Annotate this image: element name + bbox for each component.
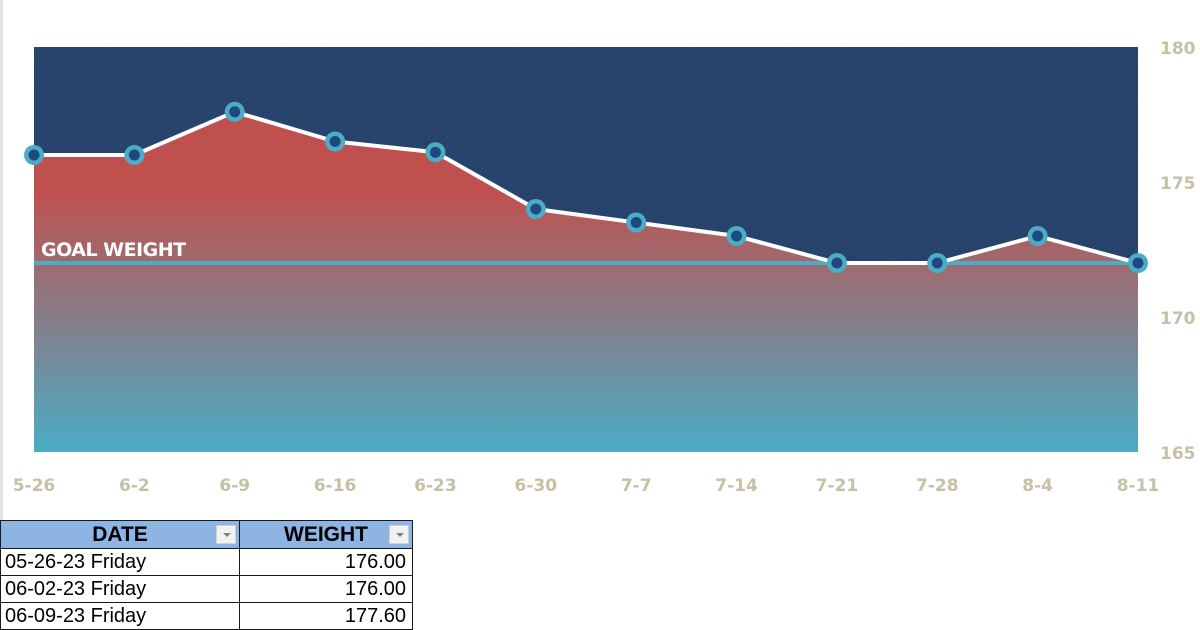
x-tick-label: 6-30 <box>515 476 558 496</box>
data-point-marker-center <box>1032 230 1044 242</box>
data-point-marker-center <box>731 230 743 242</box>
table-row: 05-26-23 Friday 176.00 <box>0 548 413 576</box>
data-markers <box>24 101 1148 273</box>
x-tick-label: 7-14 <box>715 476 758 496</box>
weight-chart: GOAL WEIGHT 180 175 170 165 5-26 6-2 6-9 6-16 6… <box>13 39 1196 496</box>
data-point-marker-center <box>128 149 140 161</box>
x-tick-label: 7-7 <box>621 476 652 496</box>
y-tick-label: 175 <box>1160 174 1196 194</box>
goal-weight-label: GOAL WEIGHT <box>41 239 186 261</box>
data-point-marker-center <box>28 149 40 161</box>
y-tick-label: 180 <box>1160 39 1196 59</box>
x-tick-label: 5-26 <box>13 476 56 496</box>
weight-log-table: DATE WEIGHT 05-26-23 Friday 176.00 06-02… <box>0 520 413 630</box>
sheet-left-border <box>0 0 3 520</box>
x-tick-label: 6-23 <box>414 476 457 496</box>
weight-cell[interactable]: 176.00 <box>239 575 413 603</box>
weight-cell[interactable]: 176.00 <box>239 548 413 576</box>
weight-area-fill <box>34 111 1138 453</box>
data-point-marker-center <box>530 203 542 215</box>
date-column-header[interactable]: DATE <box>0 520 240 549</box>
y-axis: 180 175 170 165 <box>1160 39 1196 464</box>
data-point-marker-center <box>429 146 441 158</box>
weight-column-header[interactable]: WEIGHT <box>239 520 413 549</box>
data-point-marker-center <box>630 217 642 228</box>
x-tick-label: 6-9 <box>219 476 250 496</box>
date-cell[interactable]: 05-26-23 Friday <box>0 548 240 576</box>
x-tick-label: 8-4 <box>1022 476 1053 496</box>
x-tick-label: 7-21 <box>816 476 859 496</box>
data-point-marker-center <box>831 257 843 269</box>
y-tick-label: 170 <box>1160 309 1196 329</box>
table-row: 06-02-23 Friday 176.00 <box>0 575 413 603</box>
table-row: 06-09-23 Friday 177.60 <box>0 602 413 630</box>
y-tick-label: 165 <box>1160 444 1196 464</box>
x-axis: 5-26 6-2 6-9 6-16 6-23 6-30 7-7 7-14 7-21 7-28 8-4… <box>13 476 1160 496</box>
date-cell[interactable]: 06-09-23 Friday <box>0 602 240 630</box>
table-header-row: DATE WEIGHT <box>0 520 413 549</box>
x-tick-label: 6-16 <box>314 476 357 496</box>
weight-cell[interactable]: 177.60 <box>239 602 413 630</box>
x-tick-label: 6-2 <box>119 476 150 496</box>
date-cell[interactable]: 06-02-23 Friday <box>0 575 240 603</box>
data-point-marker-center <box>229 106 241 118</box>
x-tick-label: 8-11 <box>1117 476 1160 496</box>
weight-filter-dropdown-icon[interactable] <box>389 525 409 544</box>
data-point-marker-center <box>931 257 943 269</box>
weight-header-label: WEIGHT <box>284 522 368 546</box>
date-header-label: DATE <box>92 522 148 546</box>
data-point-marker-center <box>1132 257 1144 269</box>
weight-line <box>34 109 1139 265</box>
data-point-marker-center <box>329 136 341 147</box>
x-tick-label: 7-28 <box>916 476 959 496</box>
date-filter-dropdown-icon[interactable] <box>216 525 236 544</box>
